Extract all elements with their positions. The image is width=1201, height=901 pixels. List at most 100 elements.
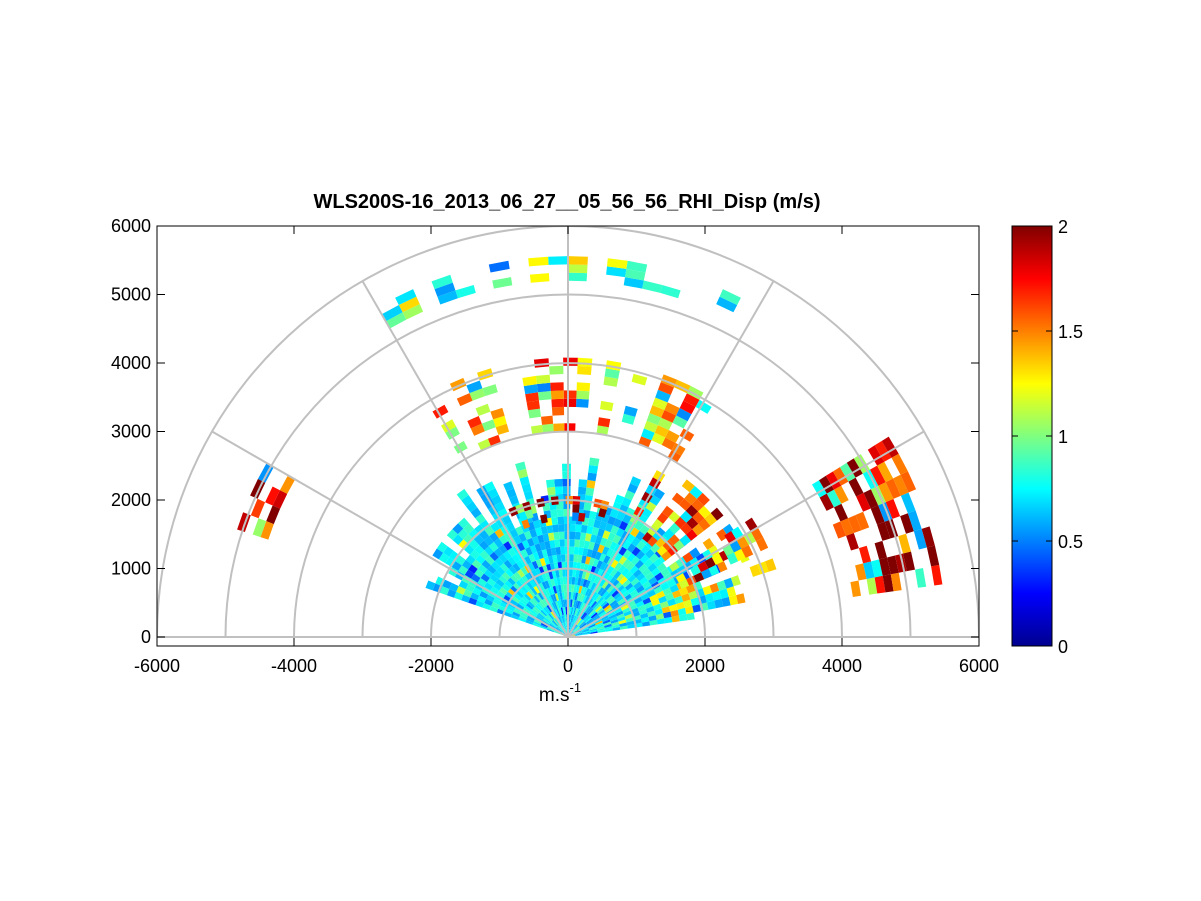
data-cell-near (539, 625, 547, 630)
data-cell-near (529, 579, 537, 588)
data-cell-near (571, 607, 575, 615)
data-cell-near (579, 578, 585, 587)
data-cell-near (479, 519, 491, 531)
data-cell-sector-4 (623, 405, 638, 417)
data-cell-near (655, 613, 665, 620)
data-cell-sector-4 (657, 417, 673, 431)
data-cell-sector-7 (568, 264, 588, 274)
data-cell-near (588, 465, 599, 474)
data-cell-near (544, 588, 551, 597)
data-cell-sector-4 (651, 432, 666, 445)
data-cell-near (577, 601, 583, 610)
data-cell-sector-7 (568, 272, 588, 282)
data-cell-near (527, 615, 535, 622)
data-cell-near (586, 619, 594, 625)
data-cell-near (540, 609, 548, 617)
data-cell-sector-7 (529, 273, 550, 283)
data-cell-near (613, 592, 622, 600)
data-cell-sector-2 (704, 513, 717, 526)
data-cell-near (624, 570, 633, 580)
data-cell-near (570, 623, 575, 631)
data-cell-sector-4 (649, 405, 665, 418)
data-cell-near (560, 615, 564, 623)
data-cell-near (537, 592, 544, 600)
data-cell-near (617, 616, 626, 622)
data-cell-near (542, 533, 550, 542)
data-cell-sector-4 (655, 389, 671, 403)
data-cell-near (461, 559, 472, 570)
data-cell-near (537, 550, 544, 560)
data-cell-near (498, 534, 509, 545)
data-cell-near (603, 604, 612, 612)
data-cell-sector-5 (819, 493, 834, 511)
data-cell-sector-2 (685, 529, 698, 541)
data-cell-near (505, 608, 514, 615)
data-cell-near (547, 614, 554, 621)
data-cell-near (578, 486, 587, 495)
data-cell-near (627, 586, 636, 594)
data-cell-near (595, 551, 602, 561)
data-cell-near (589, 610, 597, 618)
data-cell-sector-7 (568, 256, 588, 265)
data-cell-near (507, 577, 516, 586)
data-cell-near (562, 614, 566, 623)
data-cell-near (569, 614, 572, 623)
data-cell-near (554, 486, 563, 495)
data-cell-near (670, 609, 679, 617)
data-cell-near (556, 608, 561, 617)
data-cell-near (574, 577, 579, 586)
data-cell-near (633, 581, 643, 590)
data-cell-sector-5 (900, 492, 916, 514)
data-cell-near (601, 590, 610, 599)
data-cell-near (563, 508, 571, 517)
data-cell-near (520, 566, 529, 576)
data-cell-sector-4 (553, 423, 565, 432)
data-cell-near (546, 548, 553, 557)
data-cell-near (479, 550, 490, 560)
data-cell-near (488, 542, 499, 552)
data-cell-near (709, 582, 720, 593)
data-cell-near (575, 632, 583, 636)
data-cell-near (625, 617, 634, 623)
data-cell-near (634, 520, 644, 531)
data-cell-sector-5 (848, 515, 862, 533)
data-cell-near (449, 550, 460, 562)
data-cell-sector-2 (649, 477, 662, 489)
angle-spoke (361, 280, 569, 638)
data-cell-near (606, 548, 614, 558)
data-cell-near (615, 527, 625, 538)
data-cell-near (634, 559, 644, 569)
plot-area (157, 226, 979, 638)
data-cell-near (523, 583, 531, 592)
data-cell-near (593, 575, 600, 584)
data-cell-near (547, 587, 553, 596)
data-cell-near (668, 604, 678, 612)
data-cell-near (474, 524, 485, 535)
data-cell-near (551, 516, 559, 526)
data-cell-near (544, 540, 551, 550)
data-cell-near (524, 605, 532, 612)
data-cell-near (569, 546, 575, 555)
data-cell-near (565, 622, 567, 630)
data-cell-near (534, 604, 542, 612)
data-cell-near (563, 614, 566, 623)
data-cell-near (630, 577, 640, 586)
data-cell-near (651, 567, 661, 577)
data-cell-near (626, 533, 636, 544)
data-cell-sector-5 (881, 436, 899, 458)
data-cell-near (645, 606, 655, 613)
data-cell-sector-5 (878, 482, 894, 503)
data-cell-near (489, 574, 499, 583)
data-cell-near (596, 626, 605, 630)
data-cell-near (574, 539, 580, 548)
data-cell-near (585, 580, 591, 589)
data-cell-near (622, 514, 632, 524)
data-cell-near (515, 526, 524, 536)
data-cell-sector-4 (481, 419, 496, 432)
data-cell-near (555, 585, 560, 594)
data-cell-sector-4 (563, 390, 577, 399)
data-cell-sector-4 (658, 382, 674, 395)
data-cell-near (470, 507, 482, 519)
